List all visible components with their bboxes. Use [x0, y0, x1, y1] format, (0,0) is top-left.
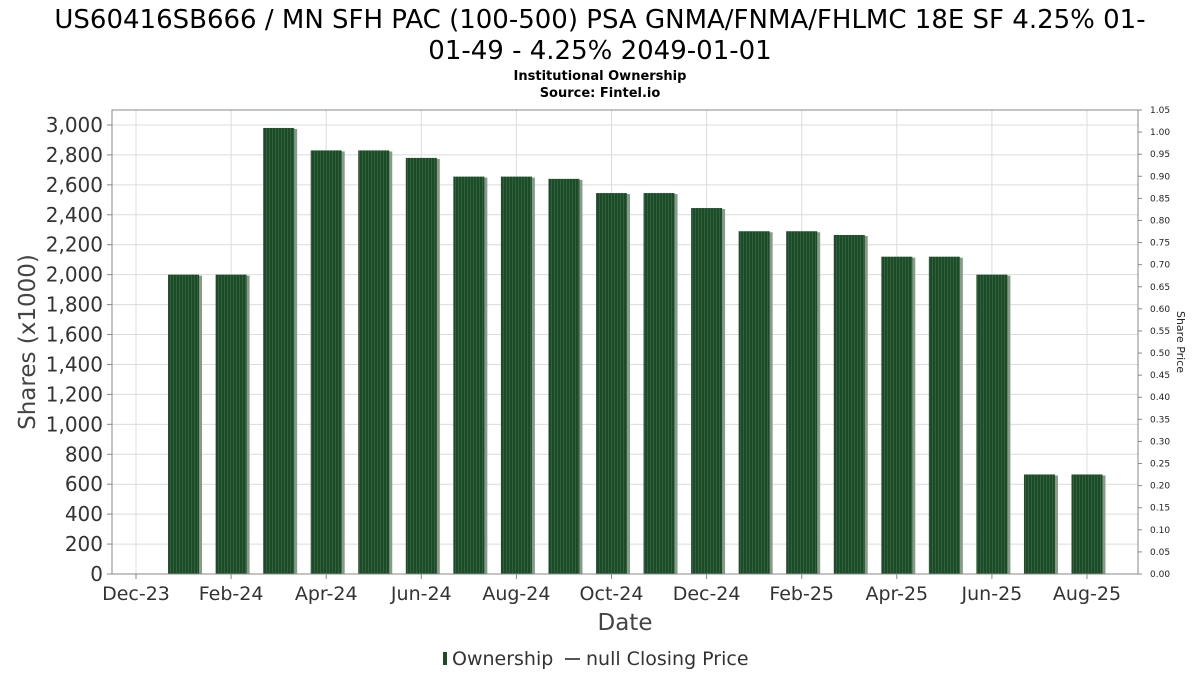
bar	[738, 231, 770, 574]
y-tick-label: 200	[65, 532, 103, 556]
y2-tick-label: 0.65	[1150, 283, 1170, 293]
y-tick-label: 1,200	[46, 382, 103, 406]
bar	[881, 256, 913, 574]
y2-axis-ticks: 0.00 0.05 0.10 0.15 0.20 0.25 0.30 0.35 0.40 0.45…	[1138, 106, 1170, 580]
x-axis-label: Date	[598, 610, 653, 636]
bar	[976, 274, 1008, 574]
y-tick-label: 800	[65, 442, 103, 466]
y2-tick-label: 0.40	[1150, 393, 1170, 403]
bars-layer	[168, 127, 1106, 575]
y2-tick-label: 0.60	[1150, 305, 1170, 315]
x-tick-label: Jun-24	[390, 583, 452, 605]
bar	[168, 274, 200, 574]
bar	[548, 178, 580, 574]
x-tick-label: Jun-25	[961, 583, 1023, 605]
x-tick-label: Feb-25	[769, 583, 834, 605]
x-tick-label: Oct-24	[580, 583, 644, 605]
bar	[215, 274, 247, 574]
x-tick-label: Apr-25	[865, 583, 928, 605]
y2-tick-label: 0.90	[1150, 172, 1170, 182]
bar	[453, 176, 485, 574]
chart-subtitle: Institutional Ownership	[514, 69, 687, 84]
x-axis-ticks: Dec-23 Feb-24 Apr-24 Jun-24 Aug-24 Oct-24 Dec-…	[102, 574, 1121, 605]
bar	[358, 150, 390, 574]
y-tick-label: 2,000	[46, 263, 103, 287]
x-tick-label: Aug-25	[1053, 583, 1121, 605]
bar	[643, 193, 675, 574]
y-axis-ticks: 0 200 400 600 800 1,000 1,200 1,400 1,600 1,800 2,…	[46, 113, 112, 586]
y2-tick-label: 0.80	[1150, 216, 1170, 226]
y-tick-label: 2,800	[46, 143, 103, 167]
legend: Ownership null Closing Price	[443, 648, 749, 670]
y2-tick-label: 0.00	[1150, 570, 1170, 580]
y2-tick-label: 0.55	[1150, 327, 1170, 337]
y-tick-label: 1,400	[46, 352, 103, 376]
y2-tick-label: 0.25	[1150, 460, 1170, 470]
chart-source: Source: Fintel.io	[540, 86, 661, 101]
y2-tick-label: 0.20	[1150, 482, 1170, 492]
x-tick-label: Dec-24	[673, 583, 741, 605]
y-tick-label: 400	[65, 502, 103, 526]
bar	[1023, 474, 1055, 574]
plot-frame	[111, 109, 1139, 575]
y2-tick-label: 1.05	[1150, 106, 1170, 116]
bar	[500, 176, 532, 574]
y2-tick-label: 0.35	[1150, 415, 1170, 425]
legend-ownership-label: Ownership	[452, 648, 553, 670]
y2-tick-label: 0.10	[1150, 526, 1170, 536]
bar	[405, 157, 437, 574]
bar	[310, 150, 342, 574]
chart-title-line1: US60416SB666 / MN SFH PAC (100-500) PSA …	[54, 5, 1145, 35]
y2-tick-label: 0.85	[1150, 194, 1170, 204]
y2-tick-label: 0.70	[1150, 261, 1170, 271]
y-tick-label: 2,600	[46, 173, 103, 197]
y2-tick-label: 0.95	[1150, 150, 1170, 160]
y2-axis-label: Share Price	[1174, 311, 1187, 373]
y2-tick-label: 0.30	[1150, 437, 1170, 447]
y-axis-label: Shares (x1000)	[15, 254, 41, 430]
y2-tick-label: 0.15	[1150, 504, 1170, 514]
y-tick-label: 1,800	[46, 293, 103, 317]
y-tick-label: 2,400	[46, 203, 103, 227]
y-tick-label: 1,000	[46, 412, 103, 436]
legend-ownership-swatch	[443, 652, 447, 665]
bar	[786, 231, 818, 574]
bar	[263, 127, 295, 574]
bar	[596, 193, 627, 574]
y2-tick-label: 0.75	[1150, 239, 1170, 249]
y-tick-label: 2,200	[46, 233, 103, 257]
bar	[928, 256, 960, 574]
y-tick-label: 3,000	[46, 113, 103, 137]
bar	[691, 208, 723, 575]
y2-tick-label: 0.05	[1150, 548, 1170, 558]
y-tick-label: 0	[90, 562, 103, 586]
y2-tick-label: 0.45	[1150, 371, 1170, 381]
y-tick-label: 1,600	[46, 323, 103, 347]
y-tick-label: 600	[65, 472, 103, 496]
y2-tick-label: 1.00	[1150, 128, 1170, 138]
bar	[833, 234, 865, 574]
chart-title-line2: 01-49 - 4.25% 2049-01-01	[428, 36, 771, 66]
legend-closing-price-label: null Closing Price	[586, 648, 749, 670]
x-tick-label: Aug-24	[482, 583, 550, 605]
x-tick-label: Apr-24	[295, 583, 358, 605]
x-tick-label: Feb-24	[199, 583, 264, 605]
bar	[1071, 474, 1103, 574]
x-tick-label: Dec-23	[102, 583, 170, 605]
y2-tick-label: 0.50	[1150, 349, 1170, 359]
